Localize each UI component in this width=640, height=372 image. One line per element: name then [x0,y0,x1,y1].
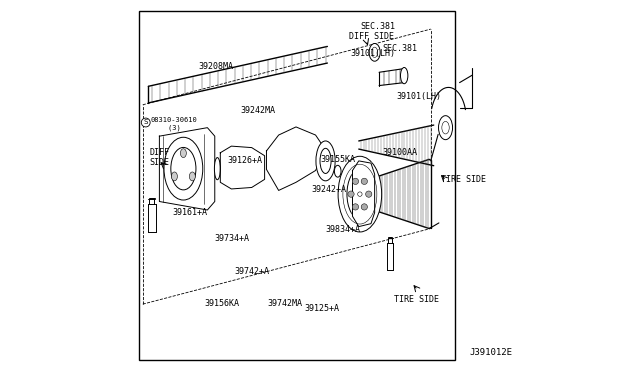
Text: 39155KA: 39155KA [320,155,355,164]
Polygon shape [159,128,215,210]
Circle shape [361,178,367,185]
Ellipse shape [180,149,186,158]
Circle shape [365,191,372,197]
Text: S: S [143,119,148,125]
Text: 39101(LH): 39101(LH) [397,92,442,101]
Text: 39126+A: 39126+A [227,156,262,166]
Circle shape [361,204,367,210]
FancyBboxPatch shape [139,11,455,359]
Text: TIRE SIDE: TIRE SIDE [394,295,439,304]
Ellipse shape [164,137,203,200]
Text: TIRE SIDE: TIRE SIDE [441,175,486,184]
Ellipse shape [401,67,408,84]
Text: 39100AA: 39100AA [382,148,417,157]
Text: J391012E: J391012E [470,347,513,357]
Ellipse shape [320,148,331,173]
Ellipse shape [171,147,196,190]
Text: 08310-30610
    (3): 08310-30610 (3) [151,117,198,131]
Ellipse shape [372,47,378,58]
Text: SEC.381: SEC.381 [360,22,395,31]
Text: 39161+A: 39161+A [172,208,207,217]
Polygon shape [266,127,326,190]
Text: DIFF
SIDE: DIFF SIDE [149,148,170,167]
Polygon shape [353,161,374,227]
Text: 39101(LH): 39101(LH) [350,49,396,58]
Circle shape [141,118,150,127]
Ellipse shape [214,158,220,180]
Text: 39242+A: 39242+A [312,185,347,194]
Text: 39742MA: 39742MA [268,299,303,308]
Ellipse shape [347,169,372,219]
Ellipse shape [316,141,335,181]
Text: 39742+A: 39742+A [234,267,269,276]
Circle shape [352,178,358,185]
Text: 39208MA: 39208MA [198,61,233,71]
Circle shape [358,192,362,196]
Ellipse shape [334,165,341,177]
Ellipse shape [369,44,380,61]
Circle shape [348,191,354,197]
Text: 39734+A: 39734+A [215,234,250,243]
Text: 39156KA: 39156KA [205,299,240,308]
Ellipse shape [442,121,449,134]
Ellipse shape [189,172,195,181]
Polygon shape [220,146,264,189]
Text: 39834+A: 39834+A [326,225,360,234]
Ellipse shape [172,172,177,181]
Text: 39125+A: 39125+A [305,304,339,313]
Text: SEC.381: SEC.381 [382,44,417,53]
Text: 39242MA: 39242MA [241,106,276,115]
Text: DIFF SIDE: DIFF SIDE [349,32,394,41]
Ellipse shape [438,116,452,140]
Ellipse shape [338,156,381,232]
Circle shape [352,204,358,210]
